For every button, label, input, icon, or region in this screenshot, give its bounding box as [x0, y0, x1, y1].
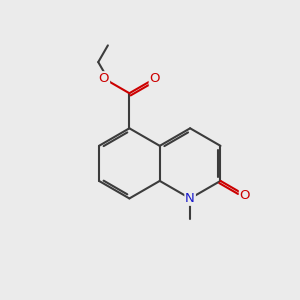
Text: O: O [240, 189, 250, 202]
Text: O: O [99, 72, 109, 85]
Text: N: N [185, 192, 195, 205]
Text: O: O [149, 72, 160, 85]
